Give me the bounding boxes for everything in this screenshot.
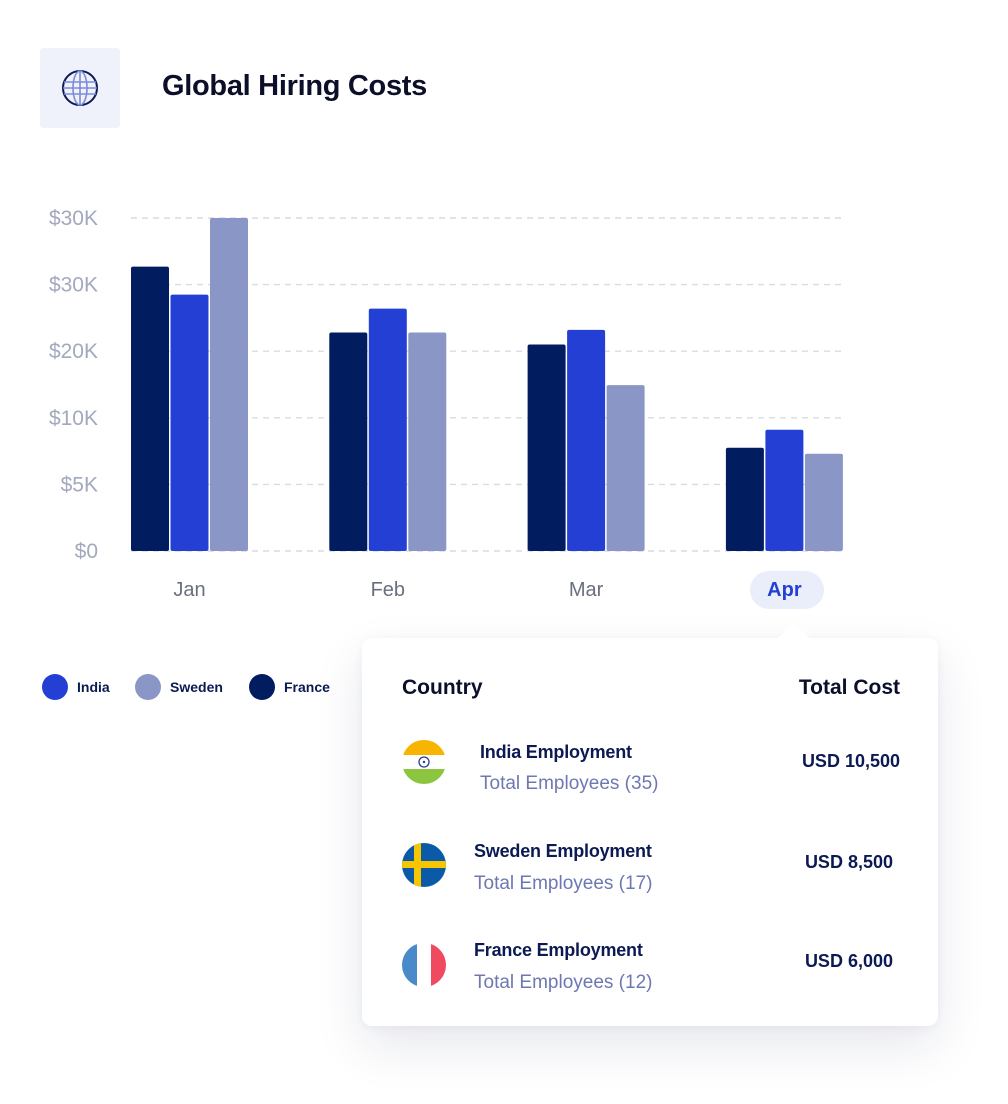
bar-india-feb [368, 308, 407, 551]
cost-tooltip: Country Total Cost India Employment Tota… [362, 623, 938, 1026]
employee-count: Total Employees (17) [474, 873, 653, 894]
country-name: India Employment [480, 742, 632, 762]
legend-swatch-france [249, 674, 275, 700]
bar-france-jan [131, 266, 169, 551]
bar-india-jan [170, 294, 209, 551]
bar-sweden-feb [408, 332, 447, 551]
tooltip-arrow [777, 623, 811, 639]
total-cost-column-header: Total Cost [798, 676, 900, 699]
legend-swatch-sweden [135, 674, 161, 700]
bar-chart: $0 $5K $10K $20K $30K $30K Jan Feb Mar Apr [49, 207, 844, 601]
y-tick-label: $10K [49, 407, 98, 430]
tooltip-row-india: India Employment Total Employees (35) US… [362, 740, 938, 800]
france-flag-icon [402, 943, 446, 987]
employee-count: Total Employees (35) [480, 773, 659, 794]
y-tick-label: $30K [49, 274, 98, 297]
y-tick-label: $30K [49, 207, 98, 230]
country-cost: USD 8,500 [804, 852, 893, 872]
selected-month-highlight[interactable] [750, 571, 824, 609]
bar-india-apr [765, 429, 804, 551]
country-name: Sweden Employment [474, 841, 652, 861]
bar-france-feb [329, 332, 368, 551]
country-column-header: Country [402, 676, 483, 699]
legend-item-france[interactable]: France [249, 674, 330, 700]
legend-item-sweden[interactable]: Sweden [135, 674, 223, 700]
bar-sweden-jan [210, 218, 248, 551]
sweden-flag-icon [402, 843, 446, 887]
y-tick-label: $20K [49, 340, 98, 363]
tooltip-row-sweden: Sweden Employment Total Employees (17) U… [362, 841, 938, 903]
x-tick-label-apr: Apr [767, 579, 802, 601]
bar-sweden-apr [804, 453, 843, 551]
tooltip-row-france: France Employment Total Employees (12) U… [362, 940, 938, 1003]
globe-icon [62, 70, 98, 106]
legend-label-india: India [77, 679, 110, 695]
y-tick-label: $0 [75, 540, 98, 563]
employee-count: Total Employees (12) [474, 972, 653, 993]
y-tick-label: $5K [61, 473, 98, 496]
bar-india-mar [567, 329, 606, 551]
india-flag-icon [402, 740, 446, 784]
country-name: France Employment [474, 940, 643, 960]
country-cost: USD 6,000 [804, 951, 893, 971]
country-cost: USD 10,500 [801, 751, 900, 771]
bar-france-apr [725, 447, 764, 551]
bar-sweden-mar [606, 385, 645, 551]
legend-label-sweden: Sweden [170, 679, 223, 695]
page-title: Global Hiring Costs [162, 70, 427, 102]
x-tick-label-feb: Feb [371, 579, 405, 601]
legend-swatch-india [42, 674, 68, 700]
x-tick-label-mar: Mar [569, 579, 604, 601]
x-tick-label-jan: Jan [173, 579, 205, 601]
legend-label-france: France [284, 679, 330, 695]
globe-icon-container [40, 48, 120, 128]
bar-france-mar [527, 344, 566, 551]
legend-item-india[interactable]: India [42, 674, 110, 700]
